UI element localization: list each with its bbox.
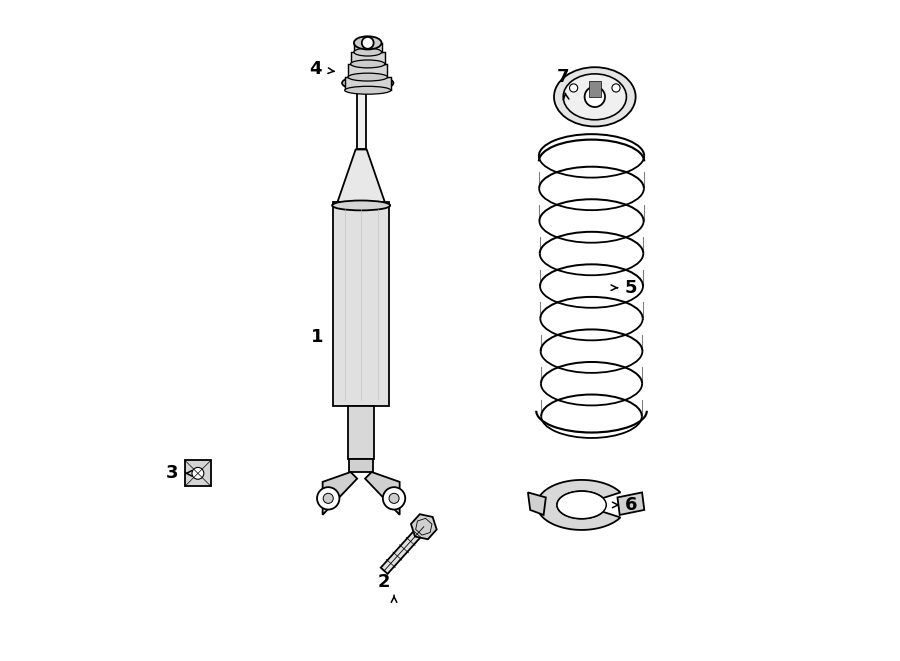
Polygon shape	[348, 407, 374, 459]
Polygon shape	[322, 472, 357, 515]
Text: 3: 3	[166, 464, 178, 483]
Ellipse shape	[332, 200, 391, 210]
Polygon shape	[589, 81, 601, 97]
Polygon shape	[338, 149, 385, 202]
Ellipse shape	[342, 75, 393, 91]
Polygon shape	[365, 472, 400, 515]
Ellipse shape	[345, 87, 391, 95]
Text: 7: 7	[557, 68, 570, 86]
Polygon shape	[356, 91, 365, 149]
Text: 1: 1	[310, 328, 323, 346]
Polygon shape	[345, 77, 391, 91]
Polygon shape	[354, 43, 382, 52]
Circle shape	[382, 487, 405, 510]
Polygon shape	[349, 459, 373, 472]
Polygon shape	[617, 492, 644, 515]
Polygon shape	[184, 460, 212, 486]
Polygon shape	[334, 202, 389, 407]
Ellipse shape	[351, 60, 385, 68]
Circle shape	[192, 467, 203, 479]
Circle shape	[362, 37, 374, 49]
Polygon shape	[528, 492, 545, 515]
Circle shape	[323, 493, 333, 504]
Ellipse shape	[354, 48, 382, 56]
Circle shape	[317, 487, 339, 510]
Text: 4: 4	[309, 60, 321, 78]
Text: 2: 2	[378, 573, 391, 591]
Polygon shape	[537, 480, 620, 530]
Polygon shape	[351, 52, 385, 64]
Text: 6: 6	[625, 496, 637, 514]
Circle shape	[585, 87, 605, 107]
Circle shape	[570, 84, 578, 92]
Ellipse shape	[348, 73, 388, 81]
Text: 5: 5	[625, 279, 637, 297]
Polygon shape	[411, 514, 436, 539]
Ellipse shape	[563, 74, 626, 120]
Polygon shape	[381, 524, 428, 574]
Circle shape	[389, 493, 399, 504]
Ellipse shape	[557, 491, 607, 519]
Polygon shape	[348, 64, 388, 77]
Circle shape	[612, 84, 620, 92]
Ellipse shape	[354, 36, 382, 50]
Ellipse shape	[554, 67, 635, 126]
